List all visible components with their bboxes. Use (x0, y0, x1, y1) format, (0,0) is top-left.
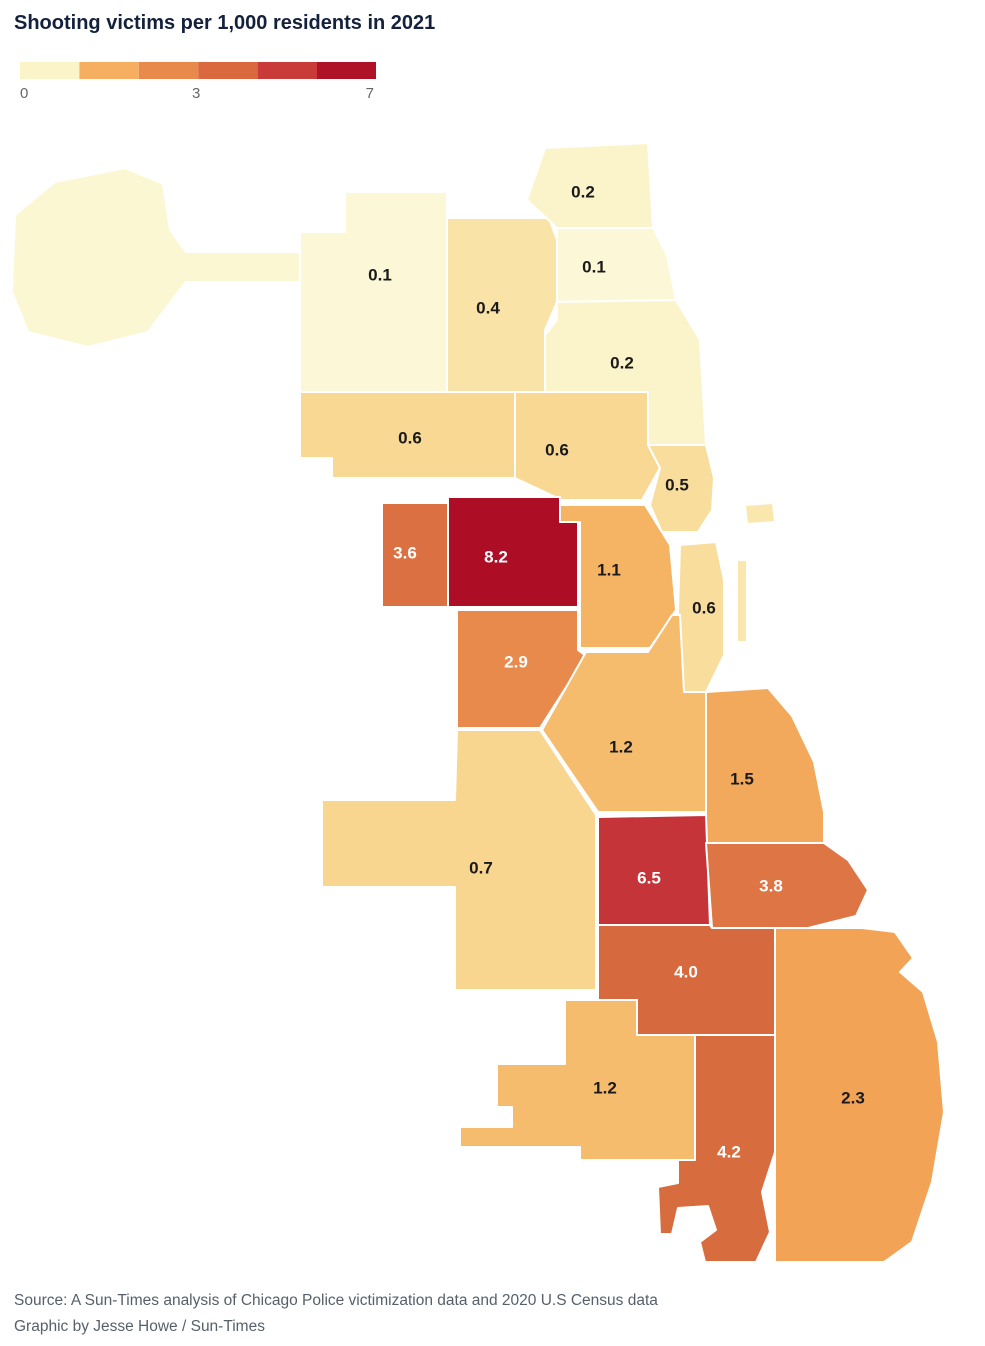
district-lakefront-15 (705, 687, 825, 844)
legend-swatch-6 (317, 62, 376, 79)
legend-ticks: 0 3 7 (20, 85, 376, 105)
district-far-southwest-12 (459, 999, 696, 1161)
district-label-central-11: 1.1 (597, 561, 621, 580)
district-label-far-southwest-12: 1.2 (593, 1079, 617, 1098)
legend-swatch-4 (198, 62, 258, 79)
legend-gradient-bar (20, 62, 376, 79)
district-label-lakefront-15: 1.5 (730, 770, 754, 789)
district-label-south-central-12: 1.2 (609, 738, 633, 757)
district-label-west-central-29: 2.9 (504, 653, 528, 672)
district-label-north-04: 0.4 (476, 299, 500, 318)
page-title: Shooting victims per 1,000 residents in … (14, 12, 436, 34)
district-label-far-north-02: 0.2 (571, 183, 595, 202)
legend-tick-mid: 3 (192, 85, 201, 102)
lakefront-sliver-a (744, 502, 776, 525)
color-legend: 0 3 7 (20, 62, 376, 105)
legend-swatch-2 (79, 62, 139, 79)
district-label-west-36: 3.6 (393, 544, 417, 563)
district-label-south-lakefront-38: 3.8 (759, 877, 783, 896)
district-south-lakefront-38 (705, 842, 869, 931)
source-line: Source: A Sun-Times analysis of Chicago … (14, 1292, 658, 1309)
district-far-southeast-23 (774, 927, 945, 1263)
district-north-04 (446, 217, 558, 393)
lakefront-sliver-b (736, 559, 748, 643)
district-label-far-southeast-23: 2.3 (841, 1089, 865, 1108)
source-credit: Source: A Sun-Times analysis of Chicago … (14, 1288, 658, 1339)
district-far-south-42 (657, 1034, 776, 1263)
district-label-lakefront-02: 0.2 (610, 354, 634, 373)
district-southwest-07 (321, 729, 597, 991)
legend-tick-max: 7 (365, 85, 374, 102)
district-ohare-area (11, 167, 311, 348)
district-northwest-01 (299, 191, 448, 393)
district-south-central-12 (541, 614, 707, 813)
district-north-lakefront-01 (556, 227, 677, 303)
legend-swatch-1 (20, 62, 80, 79)
district-label-south-65: 6.5 (637, 869, 661, 888)
district-north-central-06 (514, 391, 661, 501)
district-label-southwest-07: 0.7 (469, 859, 493, 878)
legend-tick-min: 0 (20, 85, 29, 102)
district-label-far-south-42: 4.2 (717, 1143, 741, 1162)
district-label-south-40: 4.0 (674, 963, 698, 982)
district-label-west-82: 8.2 (484, 548, 508, 567)
district-west-82 (447, 496, 579, 608)
district-label-northwest-06: 0.6 (398, 429, 422, 448)
legend-swatch-5 (257, 62, 317, 79)
district-label-northwest-01: 0.1 (368, 266, 392, 285)
district-label-north-lakefront-01: 0.1 (582, 258, 606, 277)
district-lakefront-05 (647, 444, 715, 533)
district-far-north-02 (526, 142, 654, 229)
district-label-north-central-06: 0.6 (545, 441, 569, 460)
district-label-lakefront-05: 0.5 (665, 476, 689, 495)
credit-line: Graphic by Jesse Howe / Sun-Times (14, 1317, 265, 1335)
district-label-lakefront-06: 0.6 (692, 599, 716, 618)
legend-swatch-3 (138, 62, 199, 79)
